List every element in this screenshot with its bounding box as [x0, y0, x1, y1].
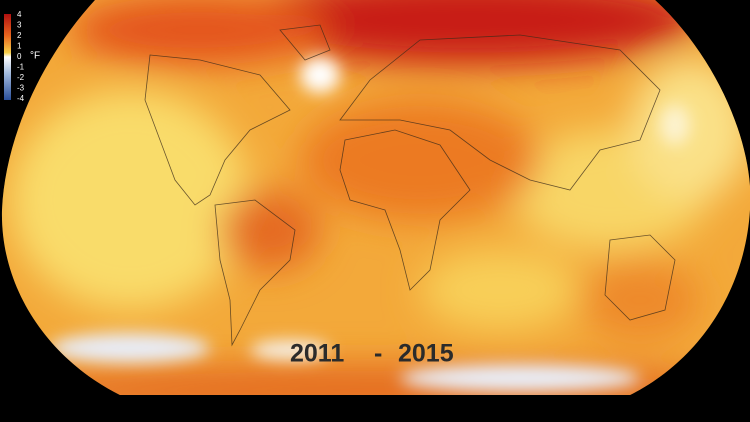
legend-unit: °F	[30, 51, 40, 62]
legend-tick-label: -2	[17, 73, 25, 82]
legend-tick-label: 1	[17, 42, 22, 51]
coastlines	[144, 24, 676, 347]
period-label: 2011 - 2015	[290, 340, 454, 368]
period-separator: -	[374, 340, 382, 368]
color-legend: 4 32 10 -1-2 -3-4 °F	[4, 10, 40, 103]
legend-tick-label: 3	[17, 21, 22, 30]
legend-tick-label: -3	[17, 84, 25, 93]
period-end: 2015	[398, 340, 454, 368]
period-start: 2011	[290, 340, 344, 368]
legend-tick-label: 2	[17, 31, 22, 40]
color-bar	[4, 14, 11, 100]
legend-tick-label: 0	[17, 52, 22, 61]
legend-tick-label: -1	[17, 63, 25, 72]
legend-tick-label: 4	[17, 10, 22, 19]
legend-tick-label: -4	[17, 94, 25, 103]
